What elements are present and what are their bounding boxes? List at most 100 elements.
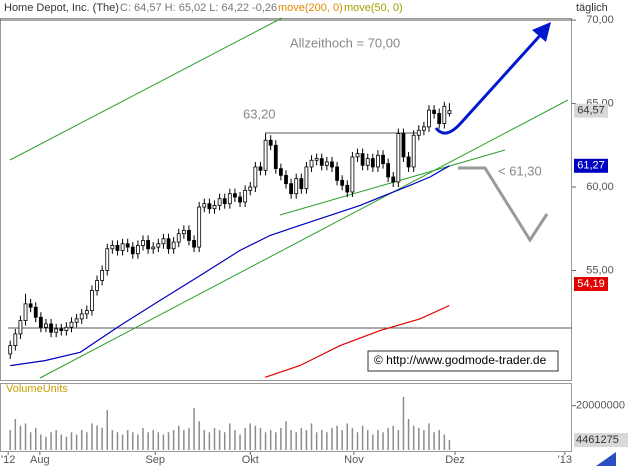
candle-body (115, 245, 120, 251)
candle-body (396, 133, 401, 183)
x-tick-label: Nov (344, 454, 364, 466)
candle-body (171, 241, 176, 250)
moving-average (264, 304, 450, 378)
candle-body (248, 186, 253, 191)
candle-body (222, 198, 227, 205)
candle-body (243, 189, 248, 203)
annotation: Allzeithoch = 70,00 (290, 35, 400, 50)
candle-body (350, 156, 355, 193)
candle-body (411, 134, 416, 168)
trend-line (279, 149, 506, 216)
candle-body (360, 153, 365, 166)
candle-body (381, 154, 385, 165)
candle-body (258, 166, 263, 171)
candle-body (95, 280, 99, 291)
candle-body (268, 139, 273, 146)
candle-body (207, 203, 212, 210)
candle-body (330, 161, 334, 168)
candle-body (401, 133, 406, 158)
candle-body (135, 245, 140, 255)
price-marker (574, 276, 608, 291)
candle-body (125, 243, 130, 248)
candle-body (79, 313, 84, 320)
candle-body (202, 203, 207, 208)
channel-line (9, 17, 283, 161)
candle-body (166, 238, 171, 250)
legend-ma200: move(200, 0) (278, 2, 343, 14)
candle-body (386, 163, 391, 178)
candle-body (253, 166, 258, 188)
candle-body (74, 318, 79, 323)
candle-body (64, 326, 69, 331)
candle-body (217, 198, 222, 206)
candle-body (151, 246, 156, 250)
candle-body (299, 178, 304, 190)
candle-body (23, 303, 28, 321)
candle-body (289, 183, 294, 195)
candle-body (110, 245, 115, 250)
candle-body (130, 246, 135, 255)
x-tick-label: '12 (1, 454, 15, 466)
candle-body (84, 310, 89, 315)
x-tick-label: '13 (558, 454, 572, 466)
candle-body (105, 248, 110, 271)
candle-body (432, 109, 437, 114)
x-tick-label: Dez (445, 454, 465, 466)
candle-body (38, 316, 43, 328)
candle-body (309, 159, 314, 168)
y-tick-label: 20000000 (576, 400, 625, 412)
candle-body (49, 323, 53, 333)
candle-body (197, 206, 202, 248)
candle-body (233, 193, 237, 198)
candle-body (324, 161, 329, 166)
candle-body (421, 126, 426, 131)
period: täglich (576, 2, 608, 14)
candle-body (192, 240, 196, 248)
candle-body (437, 113, 442, 124)
x-tick-label: Okt (242, 454, 259, 466)
x-tick-label: Aug (30, 454, 50, 466)
y-tick-label: 55,00 (586, 264, 614, 276)
symbol: Home Depot, Inc. (The) (4, 2, 119, 14)
price-marker (574, 158, 608, 173)
price-marker-label: 61,27 (577, 160, 605, 172)
volume-title: VolumeUnits (6, 383, 68, 395)
candle-body (120, 243, 125, 251)
candle-body (427, 109, 431, 128)
volume-panel (0, 383, 572, 452)
x-tick-label: Sep (145, 454, 165, 466)
candle-body (319, 158, 324, 166)
candle-body (406, 156, 411, 168)
copyright-box (367, 350, 559, 372)
candle-body (59, 328, 64, 331)
candle-body (376, 154, 380, 168)
candle-body (28, 303, 33, 308)
candle-body (33, 306, 38, 318)
candle-body (8, 345, 13, 355)
candle-body (54, 328, 59, 333)
candle-body (314, 158, 319, 161)
price-marker-label: 64,57 (577, 105, 605, 117)
icon (596, 452, 616, 466)
candle-body (355, 153, 360, 158)
annotation: 63,20 (243, 106, 276, 121)
candle-body (18, 320, 23, 335)
copyright: © http://www.godmode-trader.de (374, 353, 547, 367)
volume-marker-label: 4461275 (576, 434, 619, 446)
candle-body (227, 193, 232, 205)
candle-body (13, 333, 18, 347)
trend-line (39, 99, 569, 379)
candle-body (447, 110, 452, 114)
price-panel (0, 18, 572, 381)
candle-body (391, 176, 396, 183)
candle-body (181, 230, 186, 235)
moving-average (10, 165, 450, 367)
candle-body (294, 178, 299, 195)
candle-body (212, 204, 217, 210)
candle-body (345, 184, 350, 193)
candle-body (176, 233, 181, 243)
candle-body (370, 158, 375, 168)
